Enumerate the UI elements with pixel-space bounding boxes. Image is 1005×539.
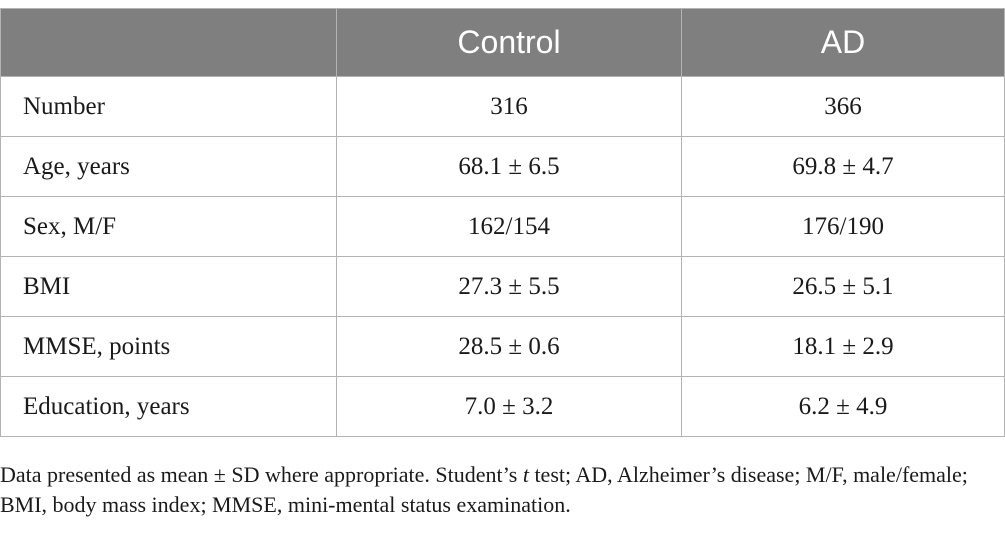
- table-footnote: Data presented as mean ± SD where approp…: [0, 460, 1000, 520]
- ad-value: 366: [681, 76, 1005, 137]
- ad-value: 6.2 ± 4.9: [681, 376, 1005, 437]
- table-row: Sex, M/F 162/154 176/190: [0, 196, 1005, 257]
- table-row: Age, years 68.1 ± 6.5 69.8 ± 4.7: [0, 136, 1005, 197]
- control-value: 68.1 ± 6.5: [336, 136, 682, 197]
- ad-value: 176/190: [681, 196, 1005, 257]
- row-label: MMSE, points: [0, 316, 337, 377]
- control-value: 162/154: [336, 196, 682, 257]
- header-ad: AD: [681, 8, 1005, 77]
- control-value: 7.0 ± 3.2: [336, 376, 682, 437]
- row-label: Sex, M/F: [0, 196, 337, 257]
- table-row: MMSE, points 28.5 ± 0.6 18.1 ± 2.9: [0, 316, 1005, 377]
- row-label: BMI: [0, 256, 337, 317]
- header-control: Control: [336, 8, 682, 77]
- table-row: Number 316 366: [0, 76, 1005, 137]
- ad-value: 26.5 ± 5.1: [681, 256, 1005, 317]
- control-value: 316: [336, 76, 682, 137]
- row-label: Age, years: [0, 136, 337, 197]
- footnote-text-start: Data presented as mean ± SD where approp…: [0, 462, 523, 487]
- table-header-row: Control AD: [0, 8, 1005, 77]
- footnote-italic-t: t: [522, 462, 529, 487]
- table-row: Education, years 7.0 ± 3.2 6.2 ± 4.9: [0, 376, 1005, 437]
- row-label: Education, years: [0, 376, 337, 437]
- footnote-text-end: test; AD, Alzheimer’s disease; M/F, male…: [0, 462, 968, 517]
- table-row: BMI 27.3 ± 5.5 26.5 ± 5.1: [0, 256, 1005, 317]
- ad-value: 18.1 ± 2.9: [681, 316, 1005, 377]
- row-label: Number: [0, 76, 337, 137]
- header-blank: [0, 8, 337, 77]
- ad-value: 69.8 ± 4.7: [681, 136, 1005, 197]
- control-value: 27.3 ± 5.5: [336, 256, 682, 317]
- control-value: 28.5 ± 0.6: [336, 316, 682, 377]
- demographics-table: Control AD Number 316 366 Age, years 68.…: [0, 8, 1005, 437]
